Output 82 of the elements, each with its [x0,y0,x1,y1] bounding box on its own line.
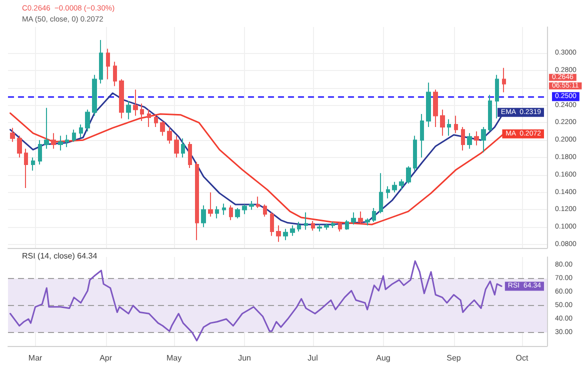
candlestick [317,224,322,232]
candlestick [454,115,458,134]
candlestick [379,172,383,214]
candlestick [106,48,110,80]
candlestick [283,228,288,241]
candlestick [358,210,363,224]
candlestick [392,181,397,193]
candlestick [351,212,356,226]
candlestick [474,130,479,146]
x-tick-label: Aug [376,354,390,362]
candlestick [215,206,219,219]
candlestick [181,138,185,158]
candlestick [38,140,42,165]
candlestick [235,207,240,219]
candlestick [51,132,56,150]
candlestick [311,220,315,232]
x-tick-label: Jul [308,354,318,362]
candlestick [270,212,274,236]
candlestick [324,223,329,230]
candlestick [440,109,445,136]
candlestick [31,157,35,172]
candlestick [386,186,390,199]
candlestick [79,124,83,138]
candlestick [461,126,465,152]
candlestick [338,221,342,232]
candlestick [229,204,233,221]
candlestick [297,221,301,232]
candlestick [399,178,404,190]
candlestick [365,218,370,226]
candlestick [85,109,90,132]
candlestick [263,204,267,218]
x-tick-label: Sep [446,354,462,362]
candlestick [58,135,63,152]
candlestick [99,40,103,84]
candlestick [113,61,117,87]
candlestick [126,100,131,120]
candlestick [17,135,22,158]
candlestick [140,103,144,122]
candlestick [413,135,417,172]
candlestick [154,114,158,128]
candlestick [420,114,424,158]
candlestick [119,78,124,119]
candlestick [242,204,247,215]
candlestick [331,221,335,228]
candlestick [467,132,472,150]
candlestick [304,212,308,230]
candlestick [188,141,192,168]
candlestick [160,120,165,136]
chart-title: RSI (14, close) 64.34 [22,252,98,260]
candlestick [249,200,254,210]
x-tick-label: Oct [516,354,529,362]
candlestick [447,118,451,136]
candlestick [222,203,226,216]
candlestick [72,129,76,142]
candlestick [290,224,295,236]
candlestick [256,196,260,208]
candlestick [276,224,281,242]
candlestick [345,220,349,230]
candlestick [195,161,199,241]
candlestick [406,166,411,184]
candlestick [426,82,431,128]
candlestick [488,94,492,132]
candlestick [433,89,438,128]
candlestick [502,67,506,93]
candlestick [372,207,376,222]
candlestick [495,74,499,119]
candlestick [167,126,172,144]
candlestick [24,148,28,188]
candlestick [147,109,151,128]
x-tick-label: Jun [238,354,251,362]
candlestick [44,107,49,150]
candlestick [208,192,213,218]
x-tick-label: Apr [100,354,112,362]
x-tick-label: Mar [28,354,43,362]
candlestick [481,126,486,153]
candlestick [201,204,206,228]
x-tick-label: May [166,354,182,362]
candlestick [10,127,15,142]
candlestick [174,135,179,158]
candlestick [92,74,97,116]
candlestick [133,89,138,116]
candlestick [65,134,69,148]
